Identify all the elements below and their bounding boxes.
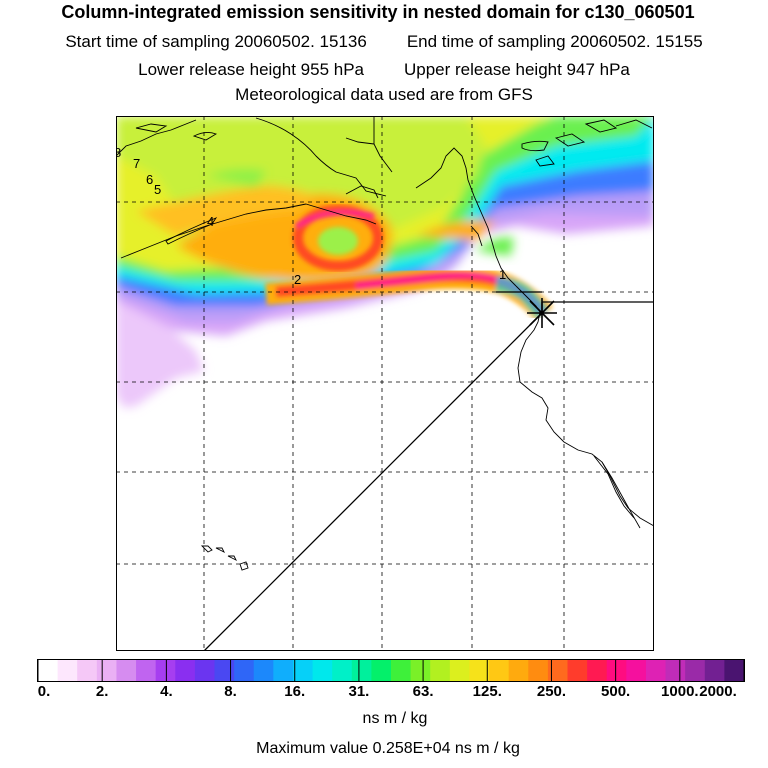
colorbar-tick-label: 125. [472,683,502,700]
colorbar-tick-label: 1000. [661,683,699,700]
colorbar-swatch [508,660,529,681]
sensitivity-field [116,116,654,408]
max-value-label: Maximum value 0.258E+04 ns m / kg [256,740,520,757]
end-time-label: End time of sampling 20060502. 15155 [406,32,703,51]
colorbar-swatch [292,660,314,681]
colorbar-swatch [214,660,235,681]
colorbar-swatch [175,660,196,681]
colorbar-swatch [234,660,255,681]
colorbar-unit: ns m / kg [362,710,428,727]
chart-title: Column-integrated emission sensitivity i… [61,2,695,22]
domain-outline [203,291,654,651]
colorbar-swatch [96,660,118,681]
colorbar-swatch [38,660,59,681]
lower-height-label: Lower release height 955 hPa [138,60,364,79]
colorbar [37,659,745,682]
release-point-marker [527,298,557,328]
upper-height-label: Upper release height 947 hPa [404,60,630,79]
sampling-times: Start time of sampling 20060502. 15136 En… [0,32,768,52]
colorbar-swatch [391,660,412,681]
colorbar-swatch [371,660,392,681]
colorbar-swatch [528,660,549,681]
contour-label: 4 [207,214,214,229]
colorbar-swatch [77,660,98,681]
colorbar-tick-label: 0. [37,683,51,700]
contour-label: 7 [133,156,140,171]
coastlines [116,116,654,571]
contour-label: 2 [294,272,301,287]
colorbar-swatch [685,660,706,681]
colorbar-swatch [410,660,431,681]
colorbar-swatch [273,660,294,681]
colorbar-swatch [332,660,353,681]
colorbar-swatch [155,660,176,681]
colorbar-swatch [587,660,608,681]
colorbar-tick-label: 250. [536,683,567,700]
map-frame [116,116,654,651]
met-data-label: Meteorological data used are from GFS [235,85,533,104]
contour-label: 1 [499,267,506,282]
colorbar-tick-label: 63. [412,683,434,700]
contour-label: 6 [146,172,153,187]
colorbar-tick-label: 2. [95,683,109,700]
release-heights: Lower release height 955 hPa Upper releas… [0,60,768,80]
colorbar-tick-label: 31. [348,683,370,700]
colorbar-swatch [116,660,137,681]
colorbar-swatch [567,660,588,681]
start-time-label: Start time of sampling 20060502. 15136 [65,32,367,51]
colorbar-swatch [57,660,78,681]
colorbar-tick-label: 4. [160,683,173,700]
colorbar-swatch [606,660,627,681]
colorbar-swatch [665,660,686,681]
colorbar-swatch [312,660,333,681]
colorbar-tick-label: 2000. [699,683,737,700]
contour-label: 8 [116,145,121,160]
colorbar-swatch [430,660,451,681]
colorbar-swatch [704,660,725,681]
colorbar-swatch [449,660,471,681]
sensitivity-map: 8 7 6 5 4 2 1 [116,116,654,651]
colorbar-swatch [194,660,216,681]
colorbar-swatch [469,660,490,681]
contour-label: 5 [154,182,161,197]
colorbar-swatch [253,660,274,681]
colorbar-tick-label: 8. [224,683,237,700]
colorbar-frame [37,659,745,682]
colorbar-swatch [136,660,157,681]
colorbar-tick-label: 500. [601,683,631,700]
colorbar-swatch [724,660,745,681]
colorbar-swatch [489,660,510,681]
colorbar-swatch [547,660,569,681]
colorbar-swatch [645,660,667,681]
colorbar-tick-label: 16. [284,683,306,700]
colorbar-swatch [351,660,372,681]
colorbar-swatch [626,660,647,681]
